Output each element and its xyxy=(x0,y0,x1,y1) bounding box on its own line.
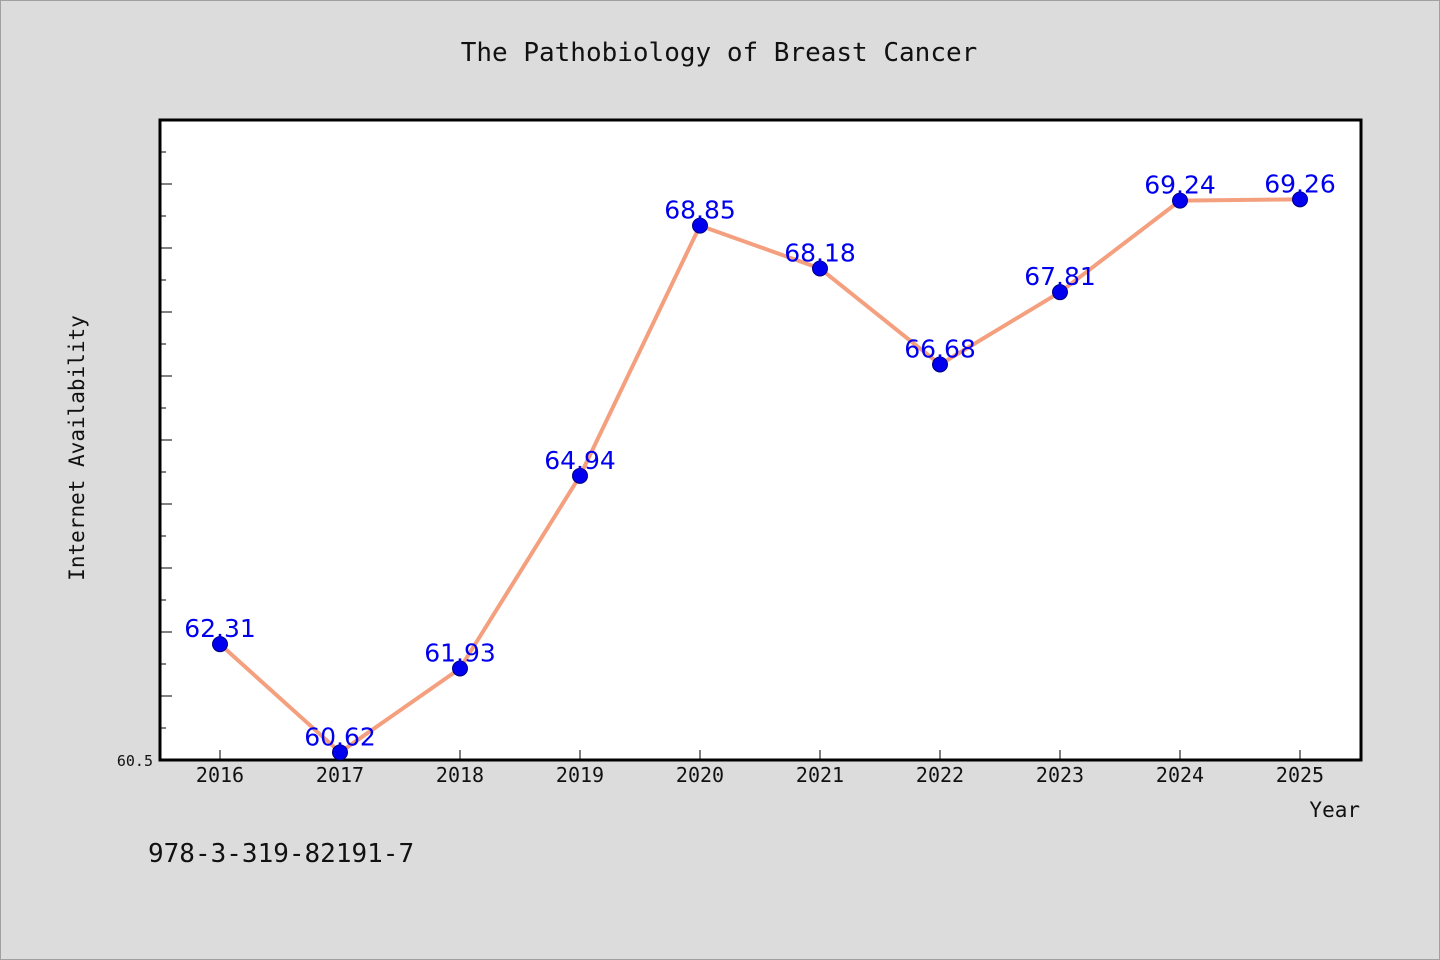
data-point xyxy=(812,260,828,277)
data-label: 68.85 xyxy=(664,196,736,225)
y-axis-label: Internet Availability xyxy=(65,315,89,581)
data-point xyxy=(452,660,468,677)
data-label: 66.68 xyxy=(904,334,976,363)
isbn-text: 978-3-319-82191-7 xyxy=(148,839,414,869)
data-label: 62.31 xyxy=(184,614,256,643)
data-label: 60.62 xyxy=(304,722,376,751)
x-tick-label: 2016 xyxy=(196,763,244,787)
x-tick-label: 2020 xyxy=(676,763,724,787)
x-tick-label: 2019 xyxy=(556,763,604,787)
data-point xyxy=(332,744,348,761)
data-label: 69.26 xyxy=(1264,169,1336,198)
series-line-group: 62.31 60.62 61.93 64.94 68.85 68.18 66.68 67.81… xyxy=(184,169,1336,761)
x-axis-label: Year xyxy=(1309,798,1360,822)
x-tick-label: 2023 xyxy=(1036,763,1084,787)
x-tick-label: 2018 xyxy=(436,763,484,787)
data-point xyxy=(1052,284,1068,301)
plot-border xyxy=(158,118,1363,762)
data-point xyxy=(692,217,708,234)
data-point xyxy=(932,356,948,373)
data-point xyxy=(572,467,588,484)
x-tick-label: 2021 xyxy=(796,763,844,787)
x-tick-label: 2025 xyxy=(1276,763,1324,787)
chart-title: The Pathobiology of Breast Cancer xyxy=(461,38,978,68)
x-tick-labels: 2016 2017 2018 2019 2020 2021 2022 2023 2024 2025 xyxy=(196,763,1324,787)
x-tick-label: 2017 xyxy=(316,763,364,787)
x-tick-label: 2022 xyxy=(916,763,964,787)
x-tick-label: 2024 xyxy=(1156,763,1204,787)
series-line xyxy=(218,197,1302,755)
data-point xyxy=(1292,191,1308,208)
data-label: 67.81 xyxy=(1024,262,1096,291)
plot-area xyxy=(160,120,1361,760)
data-point xyxy=(212,636,228,653)
data-label: 68.18 xyxy=(784,238,856,267)
y-tick-label-min: 60.5 xyxy=(117,752,153,770)
data-label: 69.24 xyxy=(1144,171,1216,200)
data-label: 64.94 xyxy=(544,446,616,475)
data-point xyxy=(1172,192,1188,209)
data-label: 61.93 xyxy=(424,638,496,667)
